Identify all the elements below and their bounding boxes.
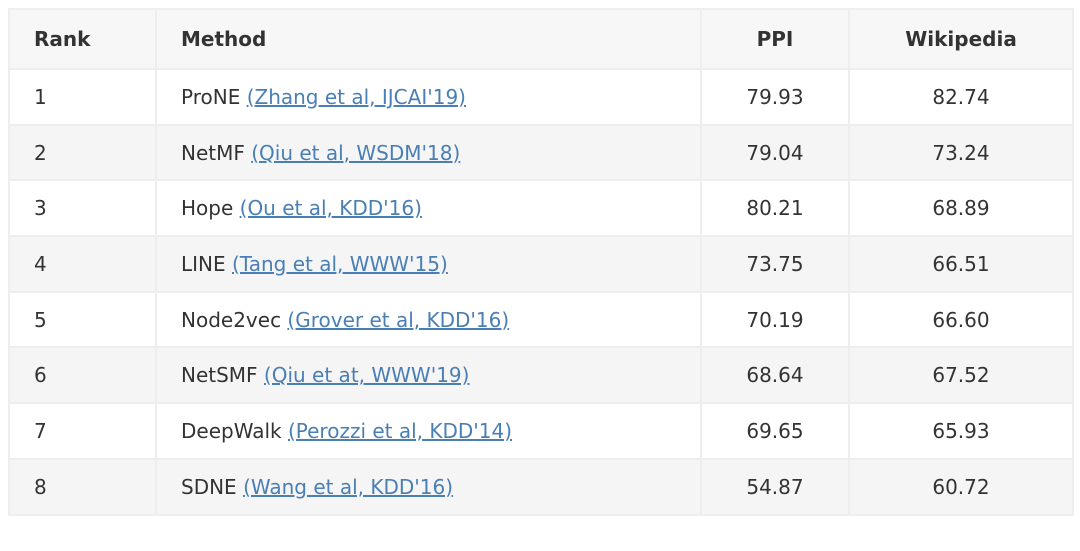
header-row: Rank Method PPI Wikipedia: [8, 8, 1074, 70]
table-row: 4 LINE (Tang et al, WWW'15) 73.75 66.51: [8, 235, 1074, 293]
method-name: NetSMF: [181, 363, 258, 388]
method-cell: Hope (Ou et al, KDD'16): [155, 179, 702, 238]
citation-link[interactable]: (Zhang et al, IJCAI'19): [246, 84, 466, 109]
rank-cell: 1: [8, 68, 157, 126]
wikipedia-cell: 66.51: [848, 235, 1074, 293]
table-row: 1 ProNE (Zhang et al, IJCAI'19) 79.93 82.74: [8, 68, 1074, 126]
citation-link[interactable]: (Qiu et al, WSDM'18): [251, 140, 461, 165]
ppi-cell: 68.64: [700, 346, 850, 405]
wikipedia-cell: 68.89: [848, 179, 1074, 238]
method-cell: NetSMF (Qiu et at, WWW'19): [155, 346, 702, 405]
citation-link[interactable]: (Grover et al, KDD'16): [287, 307, 510, 332]
rank-cell: 2: [8, 123, 157, 182]
method-name: Hope: [181, 196, 234, 221]
rank-cell: 7: [8, 402, 157, 460]
method-cell: LINE (Tang et al, WWW'15): [155, 235, 702, 293]
method-name: ProNE: [181, 84, 241, 109]
method-name: Node2vec: [181, 307, 282, 332]
ppi-cell: 79.04: [700, 123, 850, 182]
method-cell: NetMF (Qiu et al, WSDM'18): [155, 123, 702, 182]
method-cell: DeepWalk (Perozzi et al, KDD'14): [155, 402, 702, 460]
ppi-cell: 79.93: [700, 68, 850, 126]
wikipedia-cell: 82.74: [848, 68, 1074, 126]
ppi-cell: 80.21: [700, 179, 850, 238]
header-cell: PPI: [700, 8, 850, 70]
header-cell: Wikipedia: [848, 8, 1074, 70]
method-cell: Node2vec (Grover et al, KDD'16): [155, 290, 702, 349]
citation-link[interactable]: (Tang et al, WWW'15): [232, 251, 448, 276]
citation-link[interactable]: (Qiu et at, WWW'19): [263, 363, 470, 388]
ppi-cell: 54.87: [700, 457, 850, 516]
table-row: 2 NetMF (Qiu et al, WSDM'18) 79.04 73.24: [8, 123, 1074, 182]
rank-cell: 8: [8, 457, 157, 516]
table-row: 5 Node2vec (Grover et al, KDD'16) 70.19 66.…: [8, 290, 1074, 349]
table-row: 7 DeepWalk (Perozzi et al, KDD'14) 69.65 65…: [8, 402, 1074, 460]
table-container: Rank Method PPI Wikipedia 1 ProNE (Zhang …: [8, 8, 1074, 516]
method-name: SDNE: [181, 474, 237, 499]
wikipedia-cell: 60.72: [848, 457, 1074, 516]
method-cell: SDNE (Wang et al, KDD'16): [155, 457, 702, 516]
method-name: NetMF: [181, 140, 245, 165]
ppi-cell: 70.19: [700, 290, 850, 349]
wikipedia-cell: 66.60: [848, 290, 1074, 349]
results-table: Rank Method PPI Wikipedia 1 ProNE (Zhang …: [8, 8, 1074, 516]
wikipedia-cell: 73.24: [848, 123, 1074, 182]
ppi-cell: 73.75: [700, 235, 850, 293]
header-cell: Rank: [8, 8, 157, 70]
rank-cell: 4: [8, 235, 157, 293]
rank-cell: 5: [8, 290, 157, 349]
ppi-cell: 69.65: [700, 402, 850, 460]
header-cell: Method: [155, 8, 702, 70]
table-row: 8 SDNE (Wang et al, KDD'16) 54.87 60.72: [8, 457, 1074, 516]
citation-link[interactable]: (Perozzi et al, KDD'14): [287, 418, 513, 443]
citation-link[interactable]: (Wang et al, KDD'16): [243, 474, 454, 499]
wikipedia-cell: 67.52: [848, 346, 1074, 405]
rank-cell: 6: [8, 346, 157, 405]
method-cell: ProNE (Zhang et al, IJCAI'19): [155, 68, 702, 126]
table-row: 6 NetSMF (Qiu et at, WWW'19) 68.64 67.52: [8, 346, 1074, 405]
method-name: DeepWalk: [181, 418, 282, 443]
wikipedia-cell: 65.93: [848, 402, 1074, 460]
citation-link[interactable]: (Ou et al, KDD'16): [239, 196, 422, 221]
method-name: LINE: [181, 251, 226, 276]
table-row: 3 Hope (Ou et al, KDD'16) 80.21 68.89: [8, 179, 1074, 238]
rank-cell: 3: [8, 179, 157, 238]
table-body: 1 ProNE (Zhang et al, IJCAI'19) 79.93 82.74…: [8, 68, 1074, 516]
